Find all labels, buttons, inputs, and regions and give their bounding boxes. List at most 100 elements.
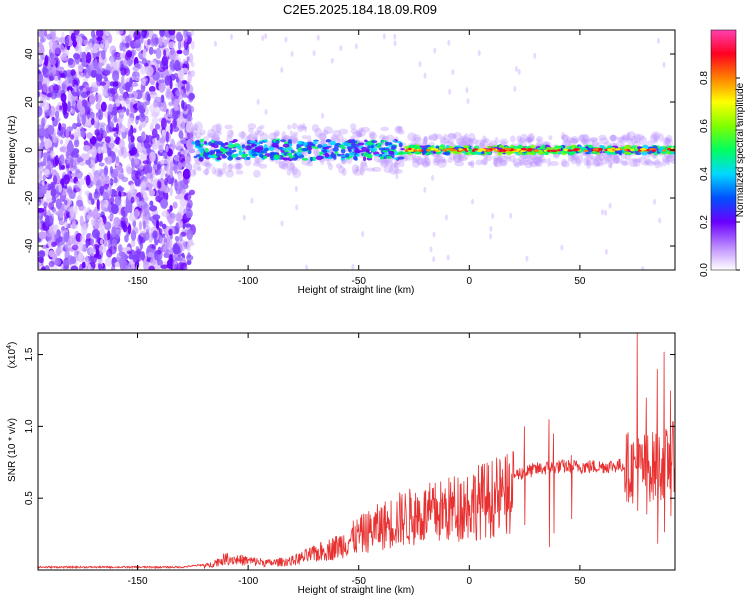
spectrogram-cell xyxy=(638,135,647,146)
spectrogram-cell xyxy=(161,129,167,137)
spectrogram-cell xyxy=(86,65,92,73)
spectrogram-cell xyxy=(183,48,190,56)
spectrogram-cell xyxy=(158,82,166,93)
colorbar: 0.0 0.2 0.4 0.6 0.8 Normalized spectral ampl… xyxy=(699,29,746,277)
spectrogram-cell xyxy=(646,140,655,146)
spectrogram-cell xyxy=(292,168,301,179)
spectrogram-cell xyxy=(122,151,131,157)
spectrogram-cell xyxy=(184,228,192,235)
spectrogram-cell xyxy=(165,130,169,143)
spectrogram-cell xyxy=(638,156,643,164)
spectrogram-cell xyxy=(281,131,287,142)
snr-xtick-label: -50 xyxy=(351,576,366,587)
spectrogram-cell xyxy=(572,138,580,143)
spectrogram-cell xyxy=(132,254,138,263)
spectrogram-cell xyxy=(462,145,470,149)
spectrogram-cell xyxy=(603,152,613,163)
spectrogram-cell xyxy=(581,134,590,144)
spectrogram-cell xyxy=(99,168,108,179)
spectrogram-cell xyxy=(357,142,365,146)
spectrogram-cell xyxy=(657,37,661,44)
spectrogram-cell xyxy=(174,195,181,200)
spectrogram-cell xyxy=(49,213,55,224)
spectrogram-cell xyxy=(653,198,657,205)
spectrogram-cell xyxy=(290,149,295,154)
spectrogram-cell xyxy=(73,157,78,162)
spectrogram-cell xyxy=(39,44,45,55)
spectrogram-cell xyxy=(89,93,96,105)
spectrogram-cell xyxy=(296,151,302,156)
spectrogram-cell xyxy=(504,147,512,151)
spectrogram-cell xyxy=(213,40,217,47)
spectrogram-cell xyxy=(51,169,58,177)
spectrogram-cell xyxy=(109,178,114,186)
spectrogram-cell xyxy=(312,50,316,57)
spectrogram-cell xyxy=(227,163,233,173)
spectrogram-cell xyxy=(407,132,417,142)
spectrogram-cell xyxy=(156,133,160,141)
spectrogram-cell xyxy=(562,134,569,143)
spectrogram-cell xyxy=(583,156,590,166)
spectrogram-cell xyxy=(290,134,299,144)
spectrogram-cell xyxy=(155,219,160,231)
spectrogram-cell xyxy=(41,36,47,43)
spectrogram-cell xyxy=(148,85,156,93)
spectrogram-cell xyxy=(224,124,233,130)
spectrogram-cell xyxy=(535,136,544,143)
spectrogram-cell xyxy=(41,152,50,159)
spectrogram-cell xyxy=(102,192,110,201)
spectrogram-cell xyxy=(320,138,326,145)
spectrogram-cell xyxy=(423,186,427,193)
spectrogram-cell xyxy=(612,156,620,165)
spectrogram-cell xyxy=(623,151,631,155)
spectrogram-cell xyxy=(272,131,280,138)
spectrogram-cell xyxy=(207,133,216,138)
spectrogram-cell xyxy=(48,58,57,66)
spectrogram-cell xyxy=(187,105,195,114)
snr-xtick-label: 50 xyxy=(574,576,586,587)
spectrogram-cell xyxy=(59,146,67,153)
spectrogram-cell xyxy=(174,235,180,242)
spectrogram-cell xyxy=(350,128,359,134)
spectrogram-cell xyxy=(398,129,405,135)
spectrogram-cell xyxy=(571,148,579,152)
spectrogram-cell xyxy=(248,149,252,154)
spectrogram-cell xyxy=(167,238,173,249)
spectrogram-cell xyxy=(114,195,122,206)
spectrogram-cell xyxy=(649,133,658,143)
spectrogram-cell xyxy=(256,98,260,105)
spectrogram-cell xyxy=(604,148,608,152)
spectrogram-cell xyxy=(482,157,488,166)
spectrogram-cell xyxy=(352,155,358,160)
spectrogram-cell xyxy=(415,155,423,166)
spectrogram-cell xyxy=(215,122,222,133)
spectrogram-cell xyxy=(525,154,532,160)
spectrogram-cell xyxy=(537,149,544,153)
spectrogram-cell xyxy=(103,179,111,184)
spectrogram-cell xyxy=(254,142,261,145)
spectrogram-cell xyxy=(124,67,131,76)
spectrogram-cell xyxy=(70,265,79,270)
spectrogram-cell xyxy=(383,148,390,151)
spectrogram-cell xyxy=(99,200,106,205)
spectrogram-cell xyxy=(135,170,141,180)
spectrogram-cell xyxy=(608,202,612,209)
colorbar-label: Normalized spectral amplitude xyxy=(735,82,746,217)
spectrogram-cell xyxy=(85,159,91,165)
spectrogram-cell xyxy=(291,122,298,130)
spectrogram-cell xyxy=(524,138,532,143)
spectrogram-cell xyxy=(338,144,346,148)
spectrogram-cell xyxy=(125,35,130,43)
spectrogram-cell xyxy=(125,98,130,105)
spectrogram-cell xyxy=(268,146,275,152)
spectrogram-cell xyxy=(84,255,89,266)
spectrogram-cell xyxy=(50,187,57,198)
spectrogram-cell xyxy=(561,160,570,168)
spectrogram-cell xyxy=(169,205,173,212)
spectrogram-cell xyxy=(424,154,428,161)
spectrogram-cell xyxy=(225,151,232,155)
spectrogram-cell xyxy=(589,155,600,161)
spectrogram-cell xyxy=(290,50,294,57)
spectrogram-cell xyxy=(513,85,517,92)
